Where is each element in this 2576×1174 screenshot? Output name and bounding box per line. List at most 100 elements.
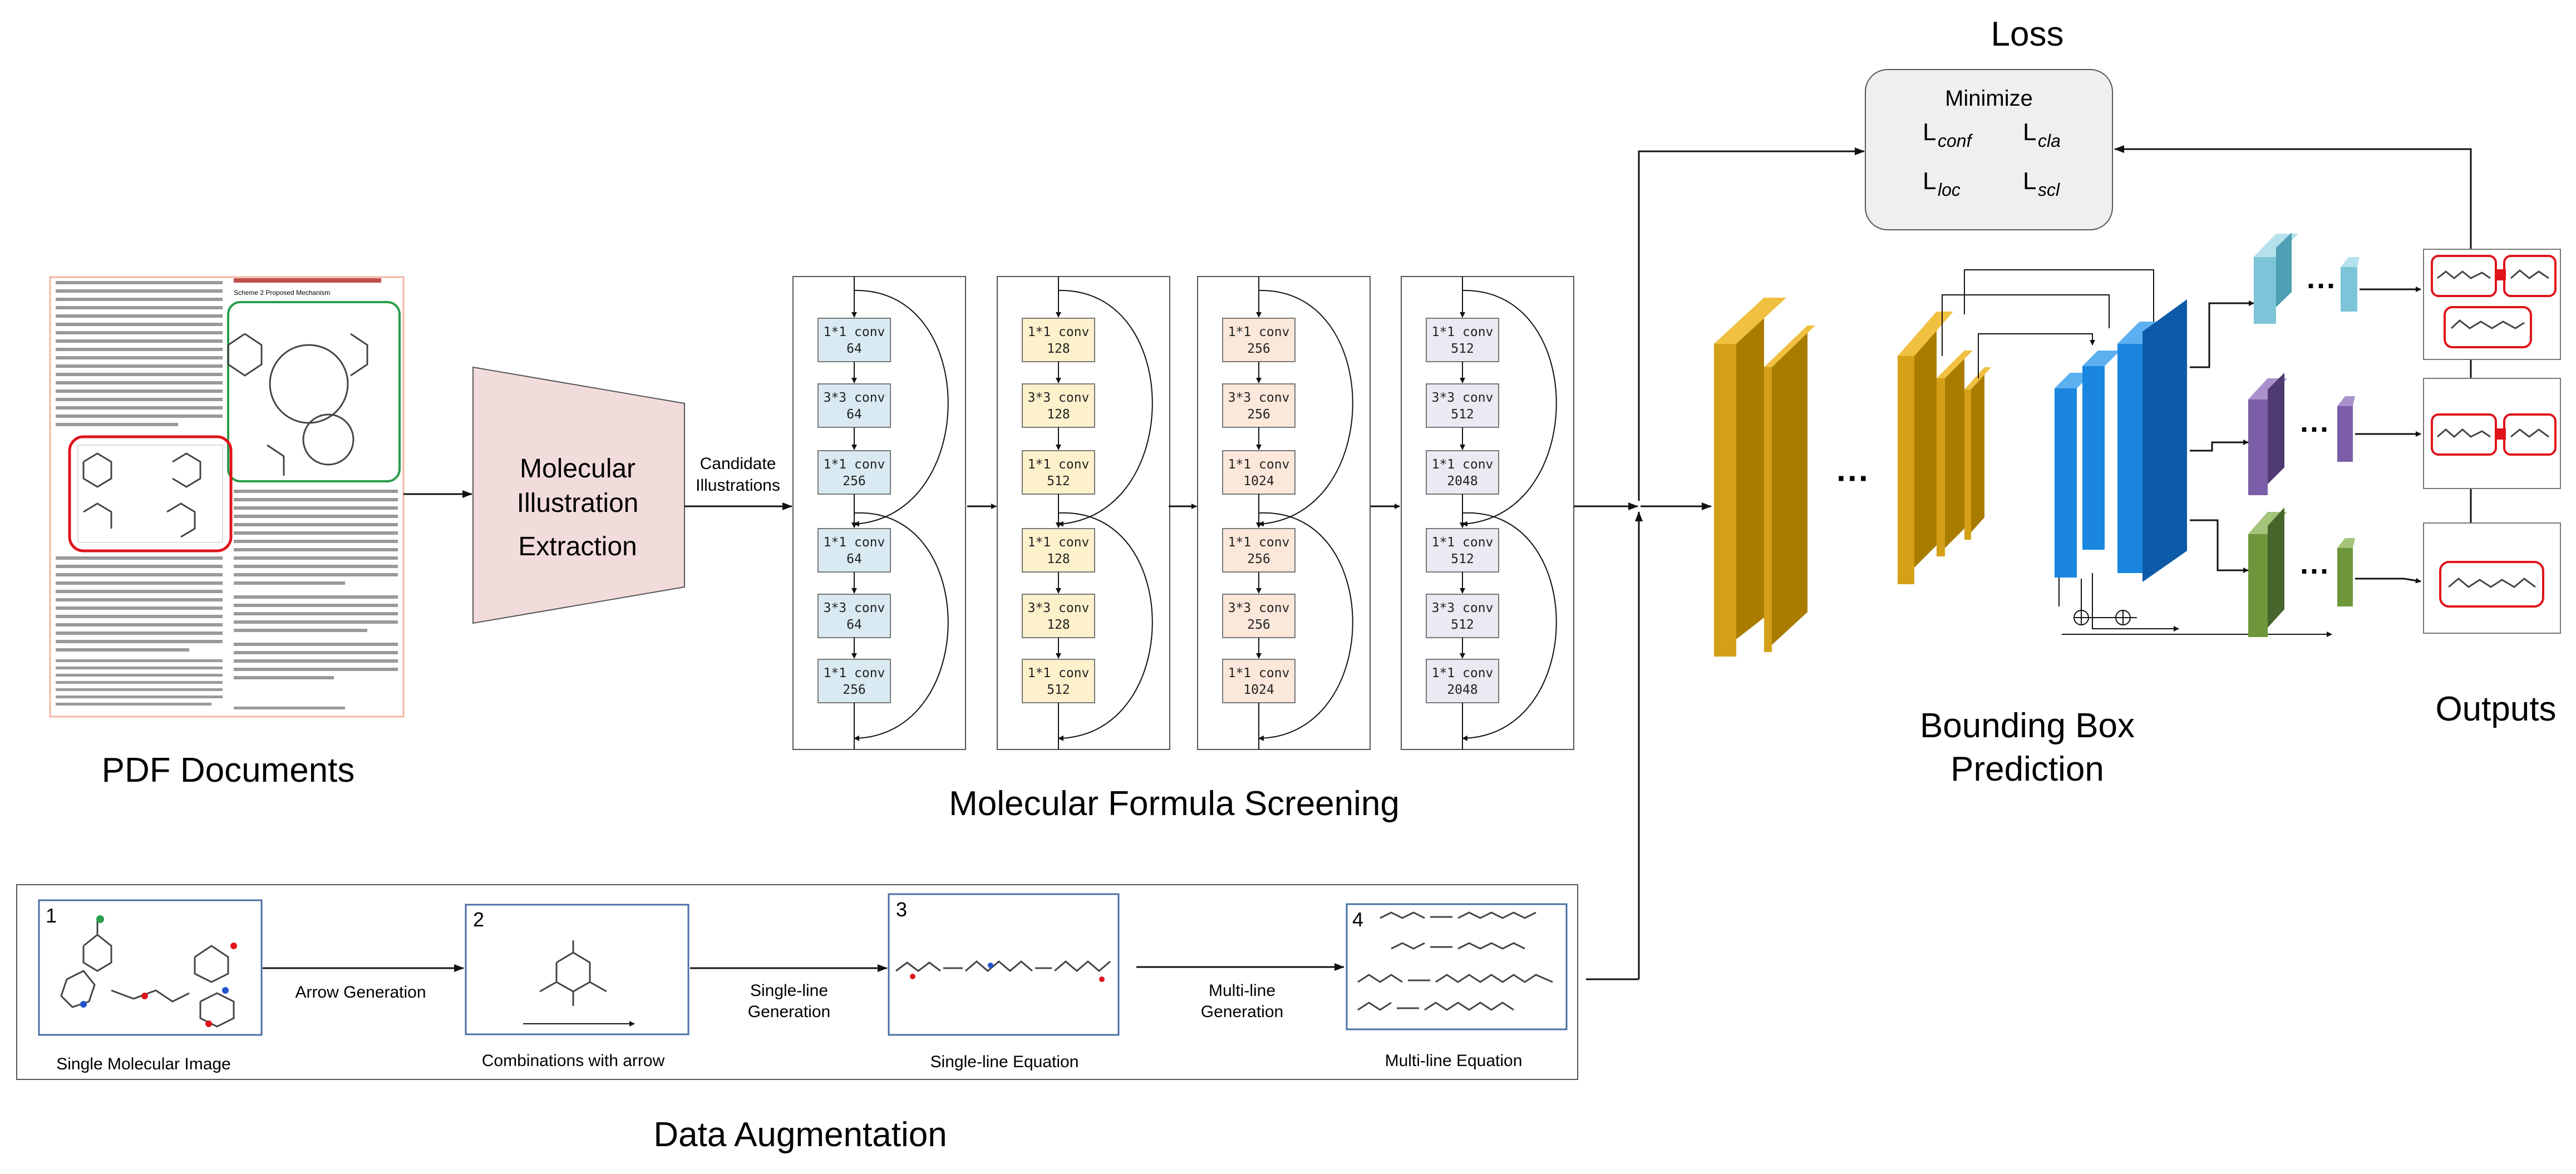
svg-text:loc: loc [1938,180,1961,200]
conv-block: 1*1 conv 128 [1022,318,1095,362]
conv-channels-label: 512 [1451,407,1474,422]
conv-block: 1*1 conv 64 [817,318,891,362]
aug-step-4: 4 [1346,903,1568,1030]
svg-text:conf: conf [1938,131,1973,151]
conv-block: 1*1 conv 1024 [1222,659,1296,703]
aug-transition-2-line1: Single-line [750,981,828,1000]
conv-block: 3*3 conv 256 [1222,383,1296,428]
conv-kind-label: 1*1 conv [1028,457,1090,472]
output-panel-2 [2423,378,2561,489]
conv-block: 1*1 conv 128 [1022,528,1095,573]
head-cyan [2254,233,2360,324]
svg-text:L: L [1923,167,1936,195]
loss-term-scl: L scl [2023,167,2060,200]
conv-kind-label: 1*1 conv [1228,535,1290,550]
conv-kind-label: 3*3 conv [1228,391,1290,405]
conv-channels-label: 256 [1247,407,1270,422]
extraction-label-line1: Molecular [520,454,636,484]
conv-block: 1*1 conv 1024 [1222,450,1296,495]
screening-stage-1: 1*1 conv 64 3*3 conv 64 1*1 conv 256 1*1 conv 6… [792,276,966,750]
loss-minimize: Minimize [1945,86,2033,111]
conv-block: 1*1 conv 512 [1426,318,1499,362]
conv-kind-label: 1*1 conv [1228,325,1290,339]
conv-channels-label: 512 [1047,474,1070,489]
svg-text:L: L [2023,119,2036,146]
conv-channels-label: 256 [1247,552,1270,566]
svg-text:3: 3 [896,898,907,921]
conv-channels-label: 2048 [1447,474,1477,489]
extraction-label-line2: Illustration [517,489,639,518]
loss-box [1865,69,2113,230]
svg-text:1: 1 [46,904,57,927]
arrow-to-head-green [2190,519,2249,573]
conv-block: 1*1 conv 512 [1022,450,1095,495]
screening-label: Molecular Formula Screening [949,785,1400,823]
conv-channels-label: 64 [846,552,862,566]
arrow-head-green-out [2355,578,2421,584]
loss-term-cla: L cla [2023,119,2061,151]
conv-kind-label: 1*1 conv [1432,457,1494,472]
conv-kind-label: 3*3 conv [1028,601,1090,615]
conv-kind-label: 1*1 conv [1028,535,1090,550]
conv-kind-label: 1*1 conv [824,666,885,680]
aug-transition-3-line2: Generation [1201,1003,1283,1021]
pdf-documents-label: PDF Documents [102,751,355,790]
conv-kind-label: 1*1 conv [1432,325,1494,339]
conv-kind-label: 3*3 conv [1228,601,1290,615]
conv-kind-label: 3*3 conv [1432,601,1494,615]
arrow-to-loss [1638,147,1865,501]
head-purple-ellipsis: ··· [2300,413,2330,446]
aug-step-1: 1 [38,899,263,1036]
conv-kind-label: 1*1 conv [1432,666,1494,680]
svg-text:4: 4 [1352,908,1363,931]
pdf-figure-highlight [227,301,401,482]
conv-channels-label: 2048 [1447,683,1477,697]
svg-text:L: L [2023,167,2036,195]
svg-text:cla: cla [2038,131,2061,151]
residual-skip-1 [1258,289,1353,527]
conv-block: 3*3 conv 512 [1426,594,1499,638]
bbox-label-line2: Prediction [1951,750,2104,788]
conv-kind-label: 1*1 conv [824,535,885,550]
conv-channels-label: 1024 [1243,683,1274,697]
conv-channels-label: 128 [1047,342,1070,356]
svg-text:L: L [1923,119,1936,146]
conv-channels-label: 256 [1247,342,1270,356]
conv-channels-label: 128 [1047,618,1070,632]
screening-stages: 1*1 conv 64 3*3 conv 64 1*1 conv 256 1*1 conv 6… [792,276,1574,750]
aug-transition-1: Arrow Generation [295,983,426,1002]
conv-kind-label: 3*3 conv [824,391,885,405]
loss-term-conf: L conf [1923,119,1973,151]
augmentation-frame [16,884,1578,1080]
conv-block: 3*3 conv 64 [817,383,891,428]
prediction-layers [2055,299,2187,582]
candidate-label-line1: Candidate [700,455,776,473]
backbone-layers [1714,298,1991,657]
arrow-to-head-purple [2190,440,2249,452]
conv-kind-label: 1*1 conv [1028,325,1090,339]
conv-channels-label: 512 [1047,683,1070,697]
molecular-illustration-extraction-block [472,366,685,624]
pdf-figure-caption: Scheme 2 Proposed Mechanism [234,289,330,297]
conv-block: 1*1 conv 256 [1222,528,1296,573]
pdf-mechanism-figure [227,333,368,476]
conv-block: 3*3 conv 256 [1222,594,1296,638]
conv-kind-label: 1*1 conv [824,457,885,472]
arrow-to-head-cyan [2190,300,2254,368]
candidate-label-line2: Illustrations [696,476,780,495]
conv-kind-label: 3*3 conv [1028,391,1090,405]
output-panel-3 [2423,522,2561,634]
aug-step-3-caption: Single-line Equation [930,1053,1079,1071]
aug-transition-3-line1: Multi-line [1209,981,1275,1000]
aug-step-3: 3 [888,893,1120,1036]
svg-text:scl: scl [2038,180,2060,200]
pdf-scheme-table [77,445,223,543]
conv-channels-label: 64 [846,342,862,356]
conv-block: 1*1 conv 64 [817,528,891,573]
aug-step-2: 2 [465,904,689,1035]
conv-channels-label: 128 [1047,407,1070,422]
residual-skip-2 [1462,512,1557,741]
pdf-text-lines [56,281,398,709]
conv-block: 1*1 conv 2048 [1426,659,1499,703]
pdf-header-bar [234,278,381,283]
